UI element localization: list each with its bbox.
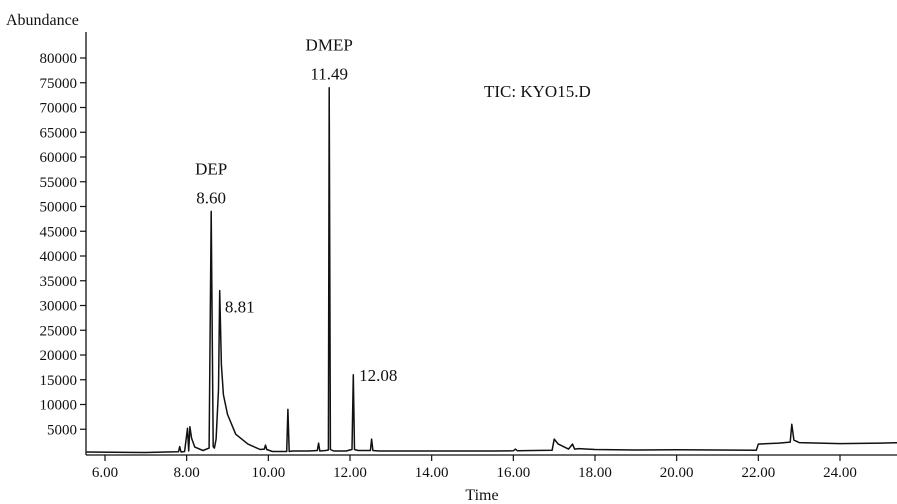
y-tick-label: 60000 — [40, 150, 78, 166]
x-tick-label: 20.00 — [660, 465, 694, 481]
peak-retention-time-label: 12.08 — [359, 366, 397, 385]
x-tick-label: 12.00 — [333, 465, 367, 481]
y-tick-label: 70000 — [40, 101, 78, 117]
y-tick-label: 75000 — [40, 76, 78, 92]
tic-annotation: TIC: KYO15.D — [484, 82, 591, 101]
x-tick-label: 14.00 — [415, 465, 449, 481]
y-tick-label: 25000 — [40, 323, 78, 339]
y-tick-label: 40000 — [40, 249, 78, 265]
y-tick-label: 55000 — [40, 175, 78, 191]
y-tick-label: 5000 — [47, 422, 77, 438]
y-tick-label: 35000 — [40, 274, 78, 290]
peak-compound-label: DEP — [195, 159, 227, 178]
x-tick-label: 18.00 — [578, 465, 612, 481]
y-tick-label: 30000 — [40, 299, 78, 315]
x-tick-label: 10.00 — [251, 465, 285, 481]
y-tick-label: 65000 — [40, 125, 78, 141]
chromatogram-trace — [86, 86, 897, 454]
y-tick-label: 15000 — [40, 373, 78, 389]
y-axis-title: Abundance — [6, 12, 79, 29]
x-tick-label: 6.00 — [92, 465, 118, 481]
y-tick-label: 10000 — [40, 398, 78, 414]
x-axis-title: Time — [465, 487, 498, 504]
y-tick-label: 20000 — [40, 348, 78, 364]
peak-retention-time-label: 8.60 — [196, 188, 226, 207]
peak-retention-time-label: 11.49 — [310, 65, 348, 84]
peak-compound-label: DMEP — [306, 36, 353, 55]
y-tick-label: 80000 — [40, 51, 78, 67]
y-tick-label: 45000 — [40, 224, 78, 240]
x-tick-label: 22.00 — [741, 465, 775, 481]
peak-retention-time-label: 8.81 — [225, 298, 255, 317]
x-tick-label: 24.00 — [823, 465, 857, 481]
y-tick-label: 50000 — [40, 200, 78, 216]
x-tick-label: 8.00 — [174, 465, 200, 481]
x-tick-label: 16.00 — [496, 465, 530, 481]
